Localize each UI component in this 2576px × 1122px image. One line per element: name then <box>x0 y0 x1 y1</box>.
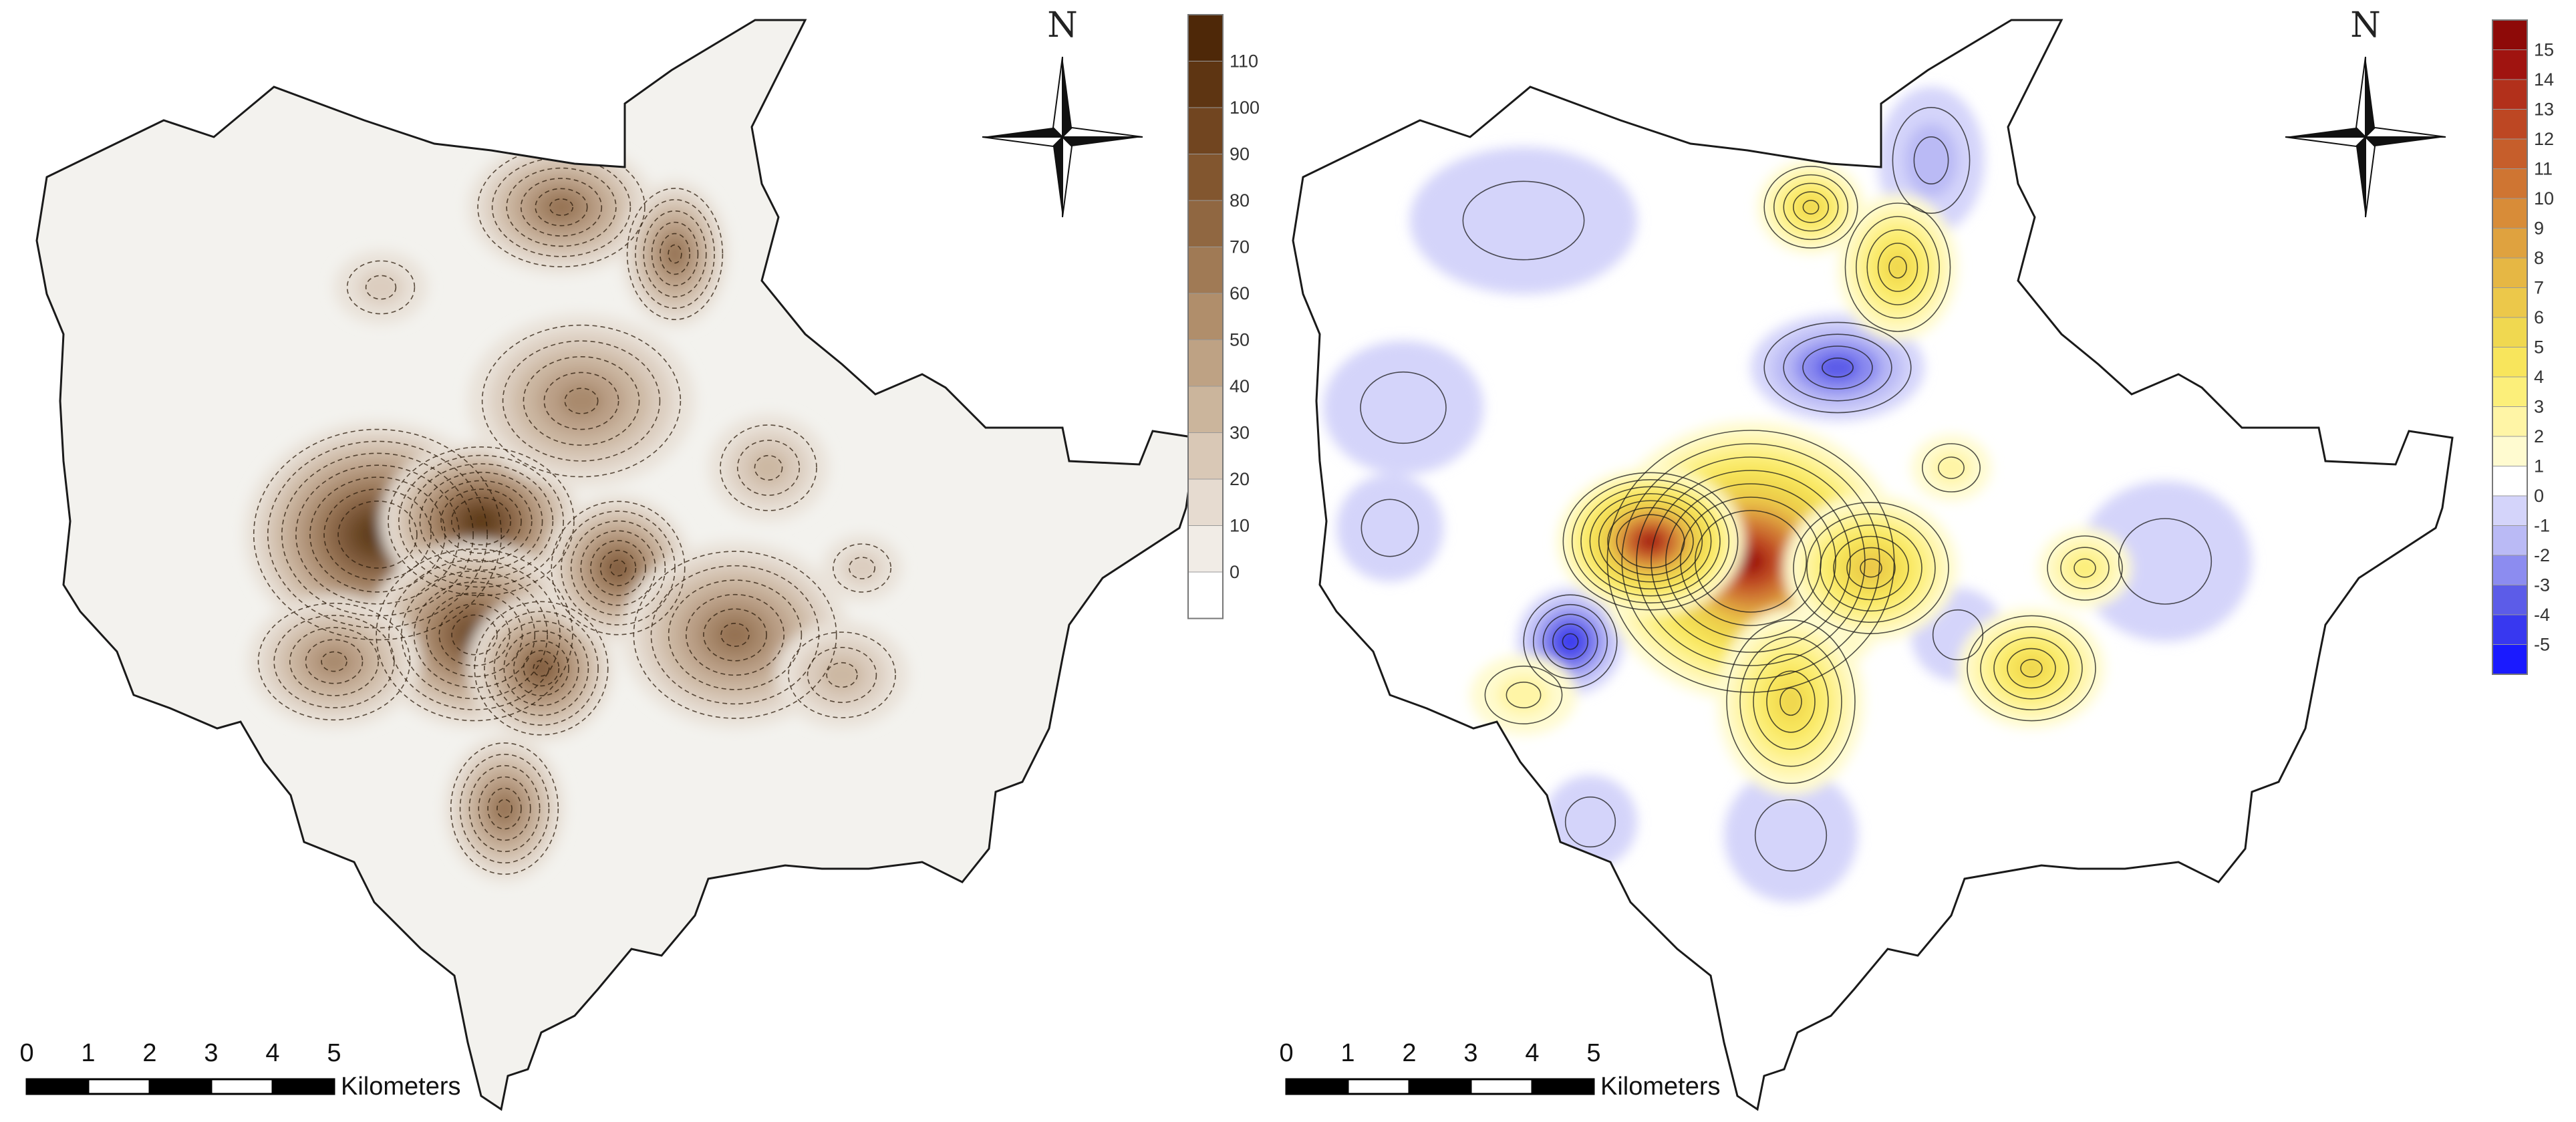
legend-label: 4 <box>2534 367 2544 387</box>
legend-swatch <box>1187 293 1224 340</box>
legend-swatch <box>2492 109 2528 140</box>
scale-tick-5: 5 <box>327 1039 341 1067</box>
legend-label: 110 <box>1230 51 1258 72</box>
scale-tick-3: 3 <box>1463 1039 1477 1067</box>
legend-label: 7 <box>2534 278 2544 298</box>
legend-label: 10 <box>2534 188 2554 208</box>
scale-unit-label: Kilometers <box>1600 1073 1721 1101</box>
scale-tick-4: 4 <box>1525 1039 1539 1067</box>
legend-swatch <box>2492 644 2528 675</box>
legend-label: 8 <box>2534 248 2544 268</box>
legend-label: 2 <box>2534 426 2544 446</box>
legend-swatch <box>1187 61 1224 108</box>
scale-tick-1: 1 <box>81 1039 95 1067</box>
legend-label: 70 <box>1230 237 1250 257</box>
legend-label: 50 <box>1230 330 1250 350</box>
legend-swatch <box>2492 614 2528 645</box>
legend-label: -4 <box>2534 605 2550 625</box>
legend-label: 15 <box>2534 40 2554 60</box>
north-arrow: N <box>2285 5 2446 218</box>
legend-swatch <box>2492 466 2528 497</box>
legend-swatch <box>1187 200 1224 247</box>
legend-label: 100 <box>1230 98 1260 118</box>
legend-swatch <box>2492 495 2528 526</box>
legend-swatch <box>2492 376 2528 407</box>
scale-tick-1: 1 <box>1340 1039 1354 1067</box>
legend-swatch <box>2492 317 2528 347</box>
difference-surface <box>1323 87 2252 902</box>
legend-swatch <box>2492 257 2528 288</box>
legend-label: 12 <box>2534 129 2554 149</box>
scale-tick-4: 4 <box>265 1039 279 1067</box>
legend-swatch <box>2492 347 2528 378</box>
scale-tick-3: 3 <box>204 1039 218 1067</box>
legend-label: 0 <box>1230 562 1240 582</box>
legend-swatch <box>2492 19 2528 50</box>
legend-label: -1 <box>2534 516 2550 536</box>
legend-swatch <box>1187 247 1224 294</box>
legend-swatch <box>2492 138 2528 169</box>
legend-swatch <box>2492 198 2528 229</box>
legend-swatch <box>1187 525 1224 573</box>
legend-swatch <box>2492 555 2528 585</box>
legend-label: 6 <box>2534 307 2544 327</box>
legend-label: 5 <box>2534 337 2544 358</box>
legend-swatch <box>2492 228 2528 259</box>
legend-label: 30 <box>1230 423 1250 443</box>
scale-tick-0: 0 <box>19 1039 33 1067</box>
legend-swatch <box>2492 79 2528 110</box>
scale-tick-0: 0 <box>1279 1039 1293 1067</box>
map-panel-right: N -5 -4 -3 -2 -1 0 1 2 3 4 5 6 7 8 9 10 11 12 13 14 15 0 1 2… <box>1256 0 2576 1122</box>
legend-swatch <box>1187 107 1224 154</box>
scale-unit-label: Kilometers <box>341 1073 461 1101</box>
legend-swatch <box>2492 585 2528 615</box>
legend-label: 11 <box>2534 159 2553 179</box>
legend-label: 13 <box>2534 100 2554 120</box>
legend-label: 14 <box>2534 69 2554 90</box>
map-panel-left: N 0 10 20 30 40 50 60 70 80 90 100 110 0 1 2 3 4 5 <box>19 5 1260 1111</box>
scale-bar: 0 1 2 3 4 5 Kilometers <box>1279 1039 1720 1101</box>
legend-swatch <box>1187 432 1224 480</box>
legend-label: 1 <box>2534 456 2544 476</box>
legend-label: -3 <box>2534 575 2550 595</box>
map-canvas-left: N 0 10 20 30 40 50 60 70 80 90 100 110 0 1 2 3 4 5 <box>19 5 1260 1111</box>
legend-label: 90 <box>1230 144 1250 164</box>
legend-label: 80 <box>1230 190 1250 211</box>
north-label: N <box>2350 5 2381 45</box>
legend-swatch <box>2492 168 2528 199</box>
legend-label: 60 <box>1230 283 1250 303</box>
legend-swatch <box>1187 154 1224 201</box>
legend-label: 3 <box>2534 397 2544 417</box>
legend-swatch <box>1187 386 1224 433</box>
scale-tick-5: 5 <box>1586 1039 1600 1067</box>
legend-swatch <box>2492 49 2528 80</box>
legend-swatch <box>2492 525 2528 556</box>
legend-label: 10 <box>1230 516 1250 536</box>
legend-swatch <box>1187 339 1224 387</box>
density-surface <box>244 140 909 882</box>
density-legend: 0 10 20 30 40 50 60 70 80 90 100 110 <box>1187 14 1260 619</box>
scale-tick-2: 2 <box>142 1039 156 1067</box>
legend-swatch <box>2492 436 2528 466</box>
north-label: N <box>1047 5 1078 45</box>
legend-swatch <box>1187 478 1224 526</box>
legend-label: 0 <box>2534 486 2544 506</box>
legend-swatch <box>1187 571 1224 619</box>
legend-label: 20 <box>1230 469 1250 489</box>
legend-swatch <box>2492 287 2528 318</box>
north-arrow: N <box>982 5 1143 218</box>
scale-bar: 0 1 2 3 4 5 Kilometers <box>19 1039 460 1101</box>
legend-label: 40 <box>1230 376 1250 396</box>
legend-swatch <box>1187 14 1224 61</box>
scale-tick-2: 2 <box>1402 1039 1416 1067</box>
legend-label: 9 <box>2534 219 2544 239</box>
legend-swatch <box>2492 406 2528 437</box>
legend-label: -2 <box>2534 545 2550 565</box>
legend-label: -5 <box>2534 635 2550 655</box>
